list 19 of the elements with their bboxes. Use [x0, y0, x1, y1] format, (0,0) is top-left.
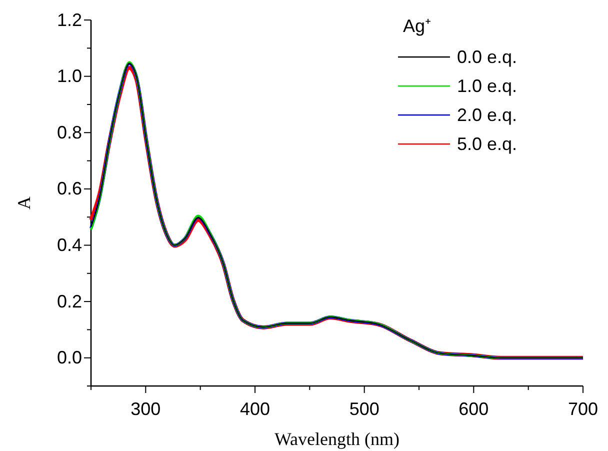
y-tick-label: 1.0 — [56, 66, 82, 86]
x-tick-label: 700 — [568, 398, 598, 419]
y-tick-label: 0.0 — [56, 348, 82, 368]
y-axis-title: A — [14, 196, 34, 210]
legend-label: 2.0 e.q. — [457, 105, 518, 125]
x-tick-label: 500 — [349, 398, 380, 419]
x-tick-label: 400 — [240, 398, 270, 419]
legend-label: 1.0 e.q. — [457, 76, 518, 96]
legend-title: Ag⁺ — [403, 16, 432, 36]
y-tick-label: 0.8 — [56, 122, 82, 142]
legend-label: 5.0 e.q. — [457, 134, 518, 154]
y-tick-label: 0.6 — [56, 178, 82, 199]
y-tick-label: 0.2 — [56, 291, 82, 312]
y-tick-label: 0.4 — [56, 234, 82, 255]
legend-label: 0.0 e.q. — [457, 47, 518, 67]
x-tick-label: 600 — [458, 398, 489, 419]
y-tick-label: 1.2 — [56, 10, 82, 30]
x-tick-label: 300 — [130, 398, 161, 419]
x-axis-title: Wavelength (nm) — [274, 429, 400, 449]
